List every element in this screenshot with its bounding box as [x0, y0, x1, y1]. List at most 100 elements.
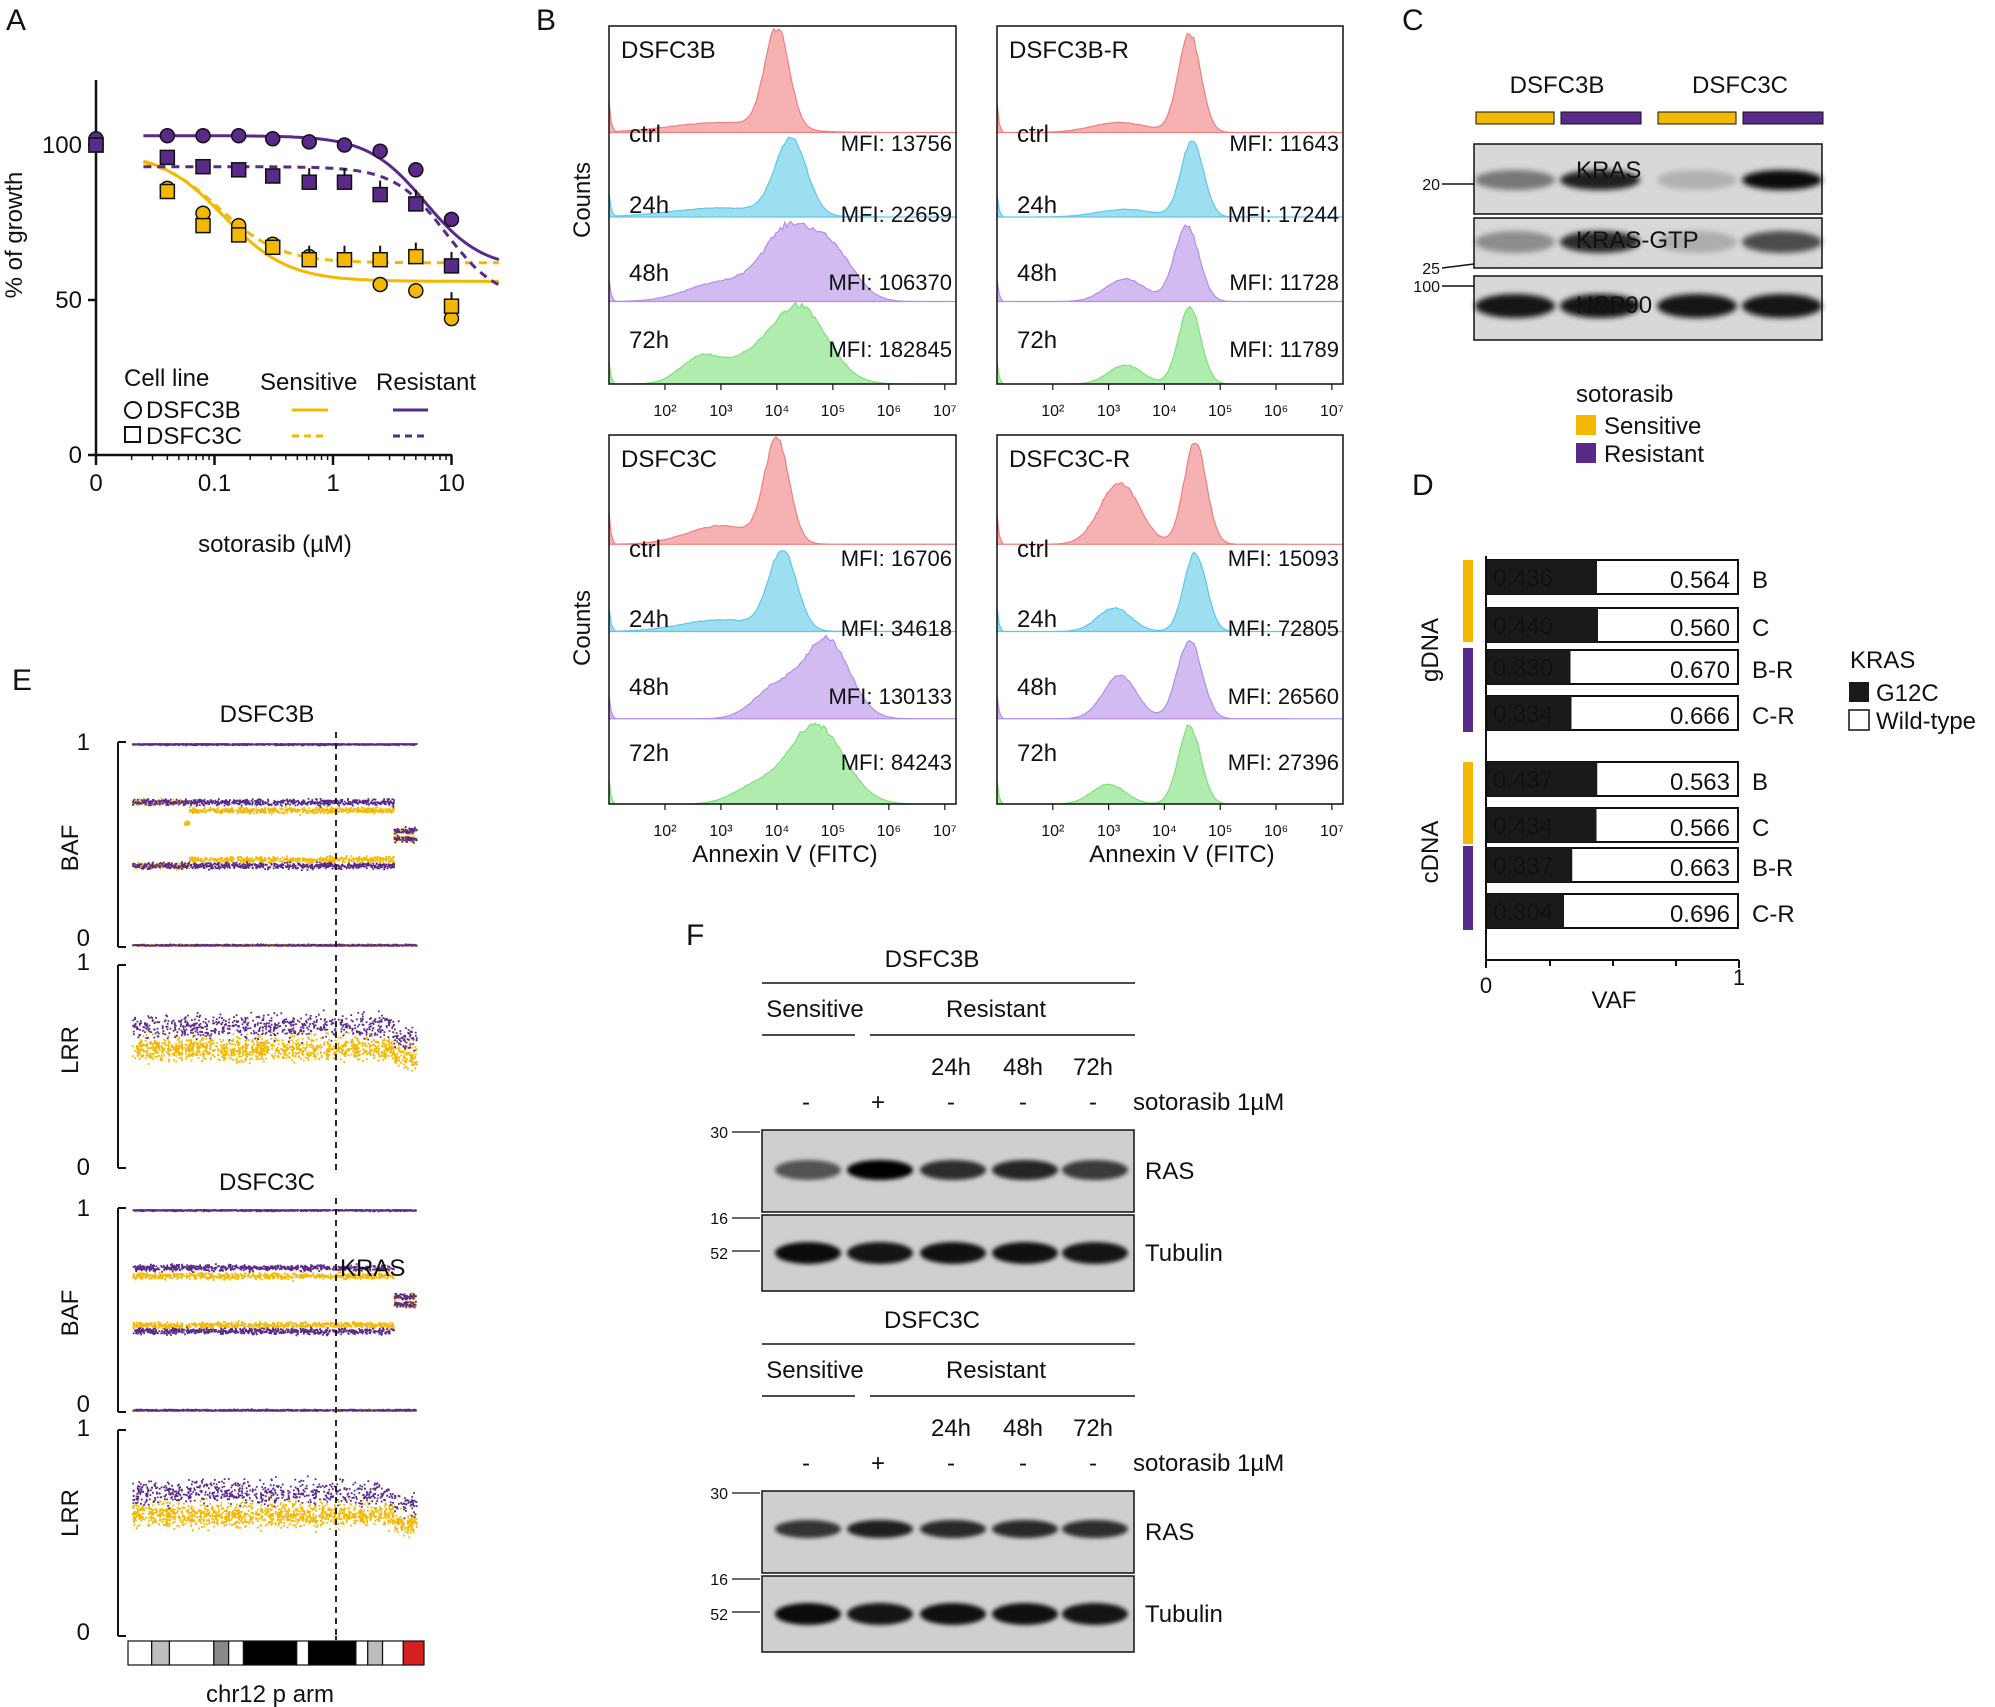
d-tick-0: 0 [1480, 973, 1492, 998]
band [775, 1160, 841, 1180]
a-point-1-2 [195, 217, 211, 234]
mfi-value: MFI: 27396 [1228, 750, 1339, 775]
ideogram-band [367, 1640, 384, 1666]
panel-e: E DSFC3B DSFC3C BAF LRR BAF LRR 1 0 1 0 … [12, 664, 425, 1707]
a-xtick: 0.1 [198, 470, 231, 497]
f-time: 72h [1073, 1054, 1113, 1081]
f-treat: - [947, 1089, 955, 1116]
row-label: 72h [1017, 327, 1057, 354]
a-point-2-2 [195, 127, 211, 144]
wt-value: 0.560 [1670, 615, 1730, 642]
mfi-value: MFI: 182845 [828, 337, 952, 362]
g12c-value: 0.304 [1493, 899, 1553, 926]
a-point-1-7 [372, 251, 388, 268]
f-treat: - [947, 1450, 955, 1477]
marker-25: 25 [1422, 261, 1440, 278]
panel-f: F DSFC3B Sensitive Resistant 24h 48h 72h - + - - -… [686, 919, 1284, 1653]
hist-frame [996, 25, 1344, 385]
e-tick-0-b: 0 [77, 1154, 90, 1181]
lane-resistant-c [1742, 111, 1824, 125]
lane-sensitive-b [1475, 111, 1555, 125]
f-title: DSFC3B [885, 946, 980, 973]
row-label: 48h [629, 260, 669, 287]
hist-24h [996, 551, 1343, 633]
a-point-0-7 [372, 276, 388, 293]
mfi-value: MFI: 26560 [1228, 684, 1339, 709]
curve-dsfc3c-sensitive [143, 160, 499, 265]
a-ytick: 100 [42, 132, 82, 159]
histogram-2: DSFC3C ctrl MFI: 16706 24h MFI: 34618 48h MFI:… [608, 434, 957, 840]
g12c-value: 0.436 [1493, 565, 1553, 592]
e-dots [132, 1495, 418, 1539]
d-legend-title: KRAS [1850, 647, 1915, 674]
e-baf-c: BAF [57, 1290, 84, 1337]
row-label: 72h [629, 740, 669, 767]
panel-c-group-b: DSFC3B [1510, 72, 1605, 99]
row-label: ctrl [1017, 121, 1049, 148]
panel-e-tracks [117, 732, 418, 1640]
c-legend-title: sotorasib [1576, 381, 1673, 408]
ideogram-band [296, 1640, 310, 1666]
lane-resistant-b [1560, 111, 1642, 125]
e-title-b: DSFC3B [220, 701, 315, 728]
a-point-3-0 [88, 137, 104, 153]
e-tick-0-d: 0 [77, 1619, 90, 1646]
mfi-value: MFI: 84243 [841, 750, 952, 775]
e-kras: KRAS [340, 1255, 405, 1282]
band [920, 1520, 986, 1538]
a-point-2-4 [264, 131, 281, 147]
band [847, 1603, 913, 1625]
hist-48h [608, 220, 956, 303]
a-point-1-3 [230, 227, 247, 243]
band [847, 1160, 913, 1180]
a-point-2-7 [372, 143, 388, 159]
row-label: 72h [1017, 740, 1057, 767]
b-xtick: 10⁷ [1320, 403, 1344, 420]
b-xtick: 10⁴ [765, 403, 790, 420]
wt-value: 0.666 [1670, 703, 1730, 730]
hist-title: DSFC3B-R [1009, 37, 1129, 64]
band [1062, 1520, 1128, 1538]
d-legend-wt: Wild-type [1876, 708, 1976, 735]
a-point-1-8 [408, 248, 424, 265]
a-point-3-4 [264, 168, 281, 184]
ideogram-band [242, 1640, 298, 1666]
e-tick-1-d: 1 [77, 1415, 90, 1442]
band [1560, 170, 1640, 190]
e-dots [132, 1209, 417, 1412]
e-track-lrr [117, 955, 418, 1170]
row-label: 48h [629, 674, 669, 701]
band [1657, 170, 1737, 190]
a-point-3-1 [159, 149, 176, 166]
panel-a-ylabel: % of growth [1, 172, 28, 299]
b-xtick: 10² [653, 823, 677, 840]
ideogram-band [127, 1640, 153, 1666]
band [1475, 231, 1555, 253]
d-legend-wt-swatch [1848, 709, 1870, 731]
band [1560, 231, 1640, 253]
hist-frame [608, 25, 957, 385]
c-legend-sens-swatch [1576, 415, 1596, 435]
b-xtick: 10⁶ [877, 823, 901, 840]
legend-square-icon [124, 426, 141, 443]
panel-a-points [88, 127, 460, 327]
e-tick-1-b: 1 [77, 949, 90, 976]
mfi-value: MFI: 15093 [1228, 546, 1339, 571]
a-point-3-5 [301, 174, 317, 190]
panel-a-label: A [6, 4, 26, 37]
f-treat-label: sotorasib 1µM [1133, 1450, 1284, 1477]
panel-c-label: C [1402, 4, 1424, 37]
b-xtick: 10² [1041, 403, 1065, 420]
ideogram-band [213, 1640, 230, 1666]
band [1062, 1603, 1128, 1625]
f-treat: - [1089, 1089, 1097, 1116]
panel-d: D gDNA cDNA 0.436 0.564 B0.440 0.560 C0.330 0… [1412, 469, 1976, 1014]
vaf-row: 0.437 0.563 B [1487, 761, 1768, 797]
b-xtick: 10³ [1097, 823, 1121, 840]
f-treat: + [871, 1450, 885, 1477]
a-point-3-8 [408, 196, 424, 212]
f-marker: 52 [710, 1246, 728, 1263]
panel-b-label: B [536, 4, 556, 37]
mfi-value: MFI: 16706 [841, 546, 952, 571]
